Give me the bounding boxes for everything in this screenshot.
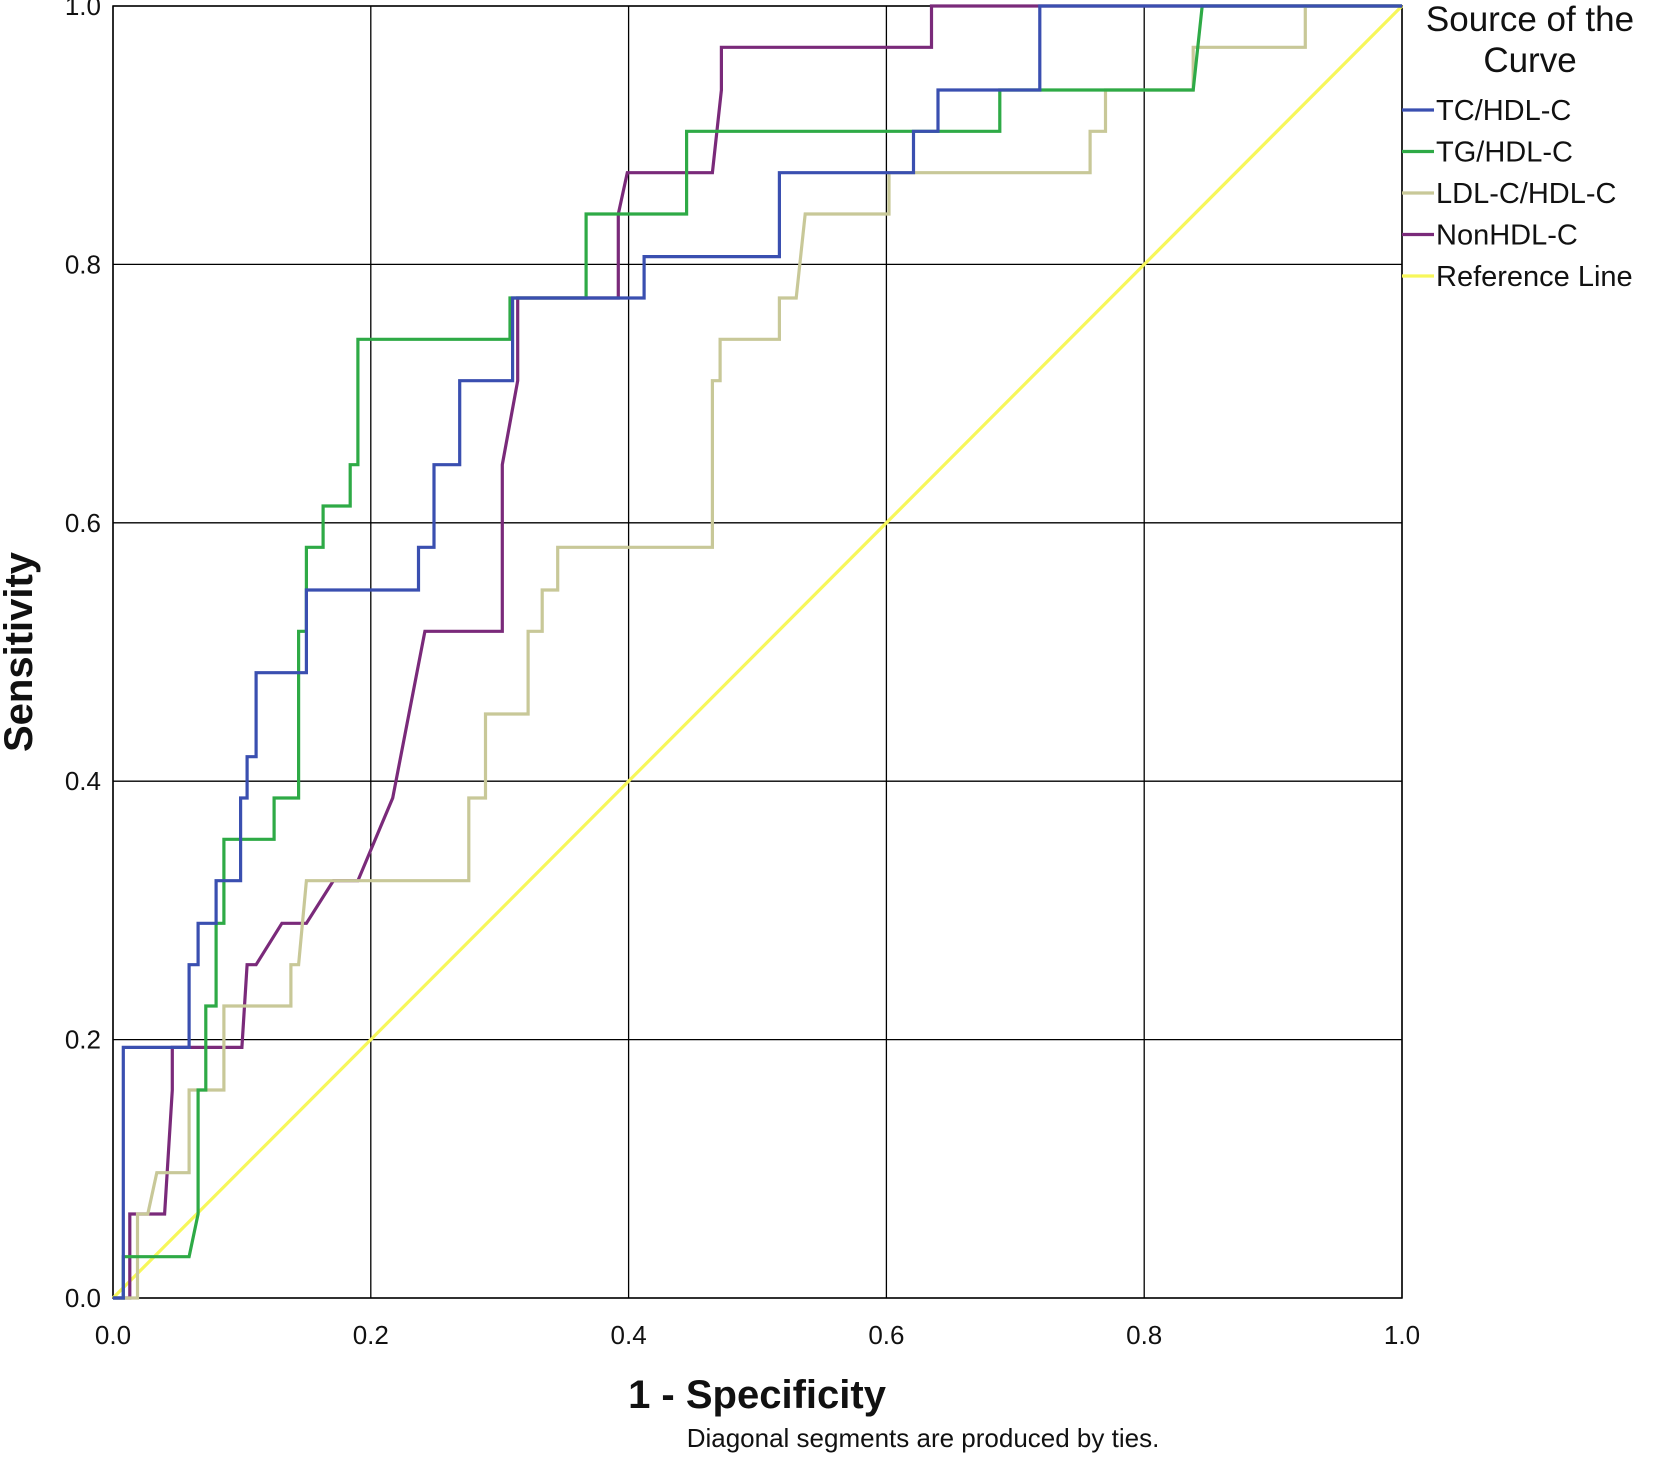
y-tick-label: 0.0 — [65, 1283, 101, 1313]
y-tick-label: 0.4 — [65, 766, 101, 796]
series-line — [113, 4, 1402, 1300]
legend-label: LDL-C/HDL-C — [1436, 178, 1616, 210]
x-tick-label: 0.6 — [868, 1320, 904, 1350]
legend-title: Source of the — [1426, 0, 1634, 39]
y-axis-title: Sensitivity — [0, 551, 41, 752]
series-line — [113, 4, 1402, 1300]
y-tick-label: 0.8 — [65, 249, 101, 279]
grid-lines — [112, 5, 1403, 1299]
x-tick-label: 0.0 — [95, 1320, 131, 1350]
y-tick-label: 0.2 — [65, 1025, 101, 1055]
y-tick-label: 0.6 — [65, 508, 101, 538]
x-tick-label: 0.4 — [611, 1320, 647, 1350]
legend-label: NonHDL-C — [1436, 220, 1578, 252]
series-line — [111, 4, 1404, 1300]
x-tick-label: 1.0 — [1384, 1320, 1420, 1350]
legend-title: Curve — [1483, 41, 1576, 80]
y-tick-label: 1.0 — [65, 0, 101, 21]
legend-label: Reference Line — [1436, 261, 1633, 293]
axis-ticks: 0.0 0.2 0.4 0.6 0.8 1.0 0.0 0.2 0.4 0.6 0.8 1.0 — [65, 0, 1420, 1350]
legend-label: TG/HDL-C — [1436, 137, 1573, 169]
footnote: Diagonal segments are produced by ties. — [687, 1423, 1160, 1453]
legend-label: TC/HDL-C — [1436, 95, 1571, 127]
x-tick-label: 0.2 — [353, 1320, 389, 1350]
x-tick-label: 0.8 — [1126, 1320, 1162, 1350]
x-axis-title: 1 - Specificity — [628, 1373, 887, 1417]
series-lines — [111, 4, 1404, 1300]
series-line — [113, 4, 1402, 1300]
